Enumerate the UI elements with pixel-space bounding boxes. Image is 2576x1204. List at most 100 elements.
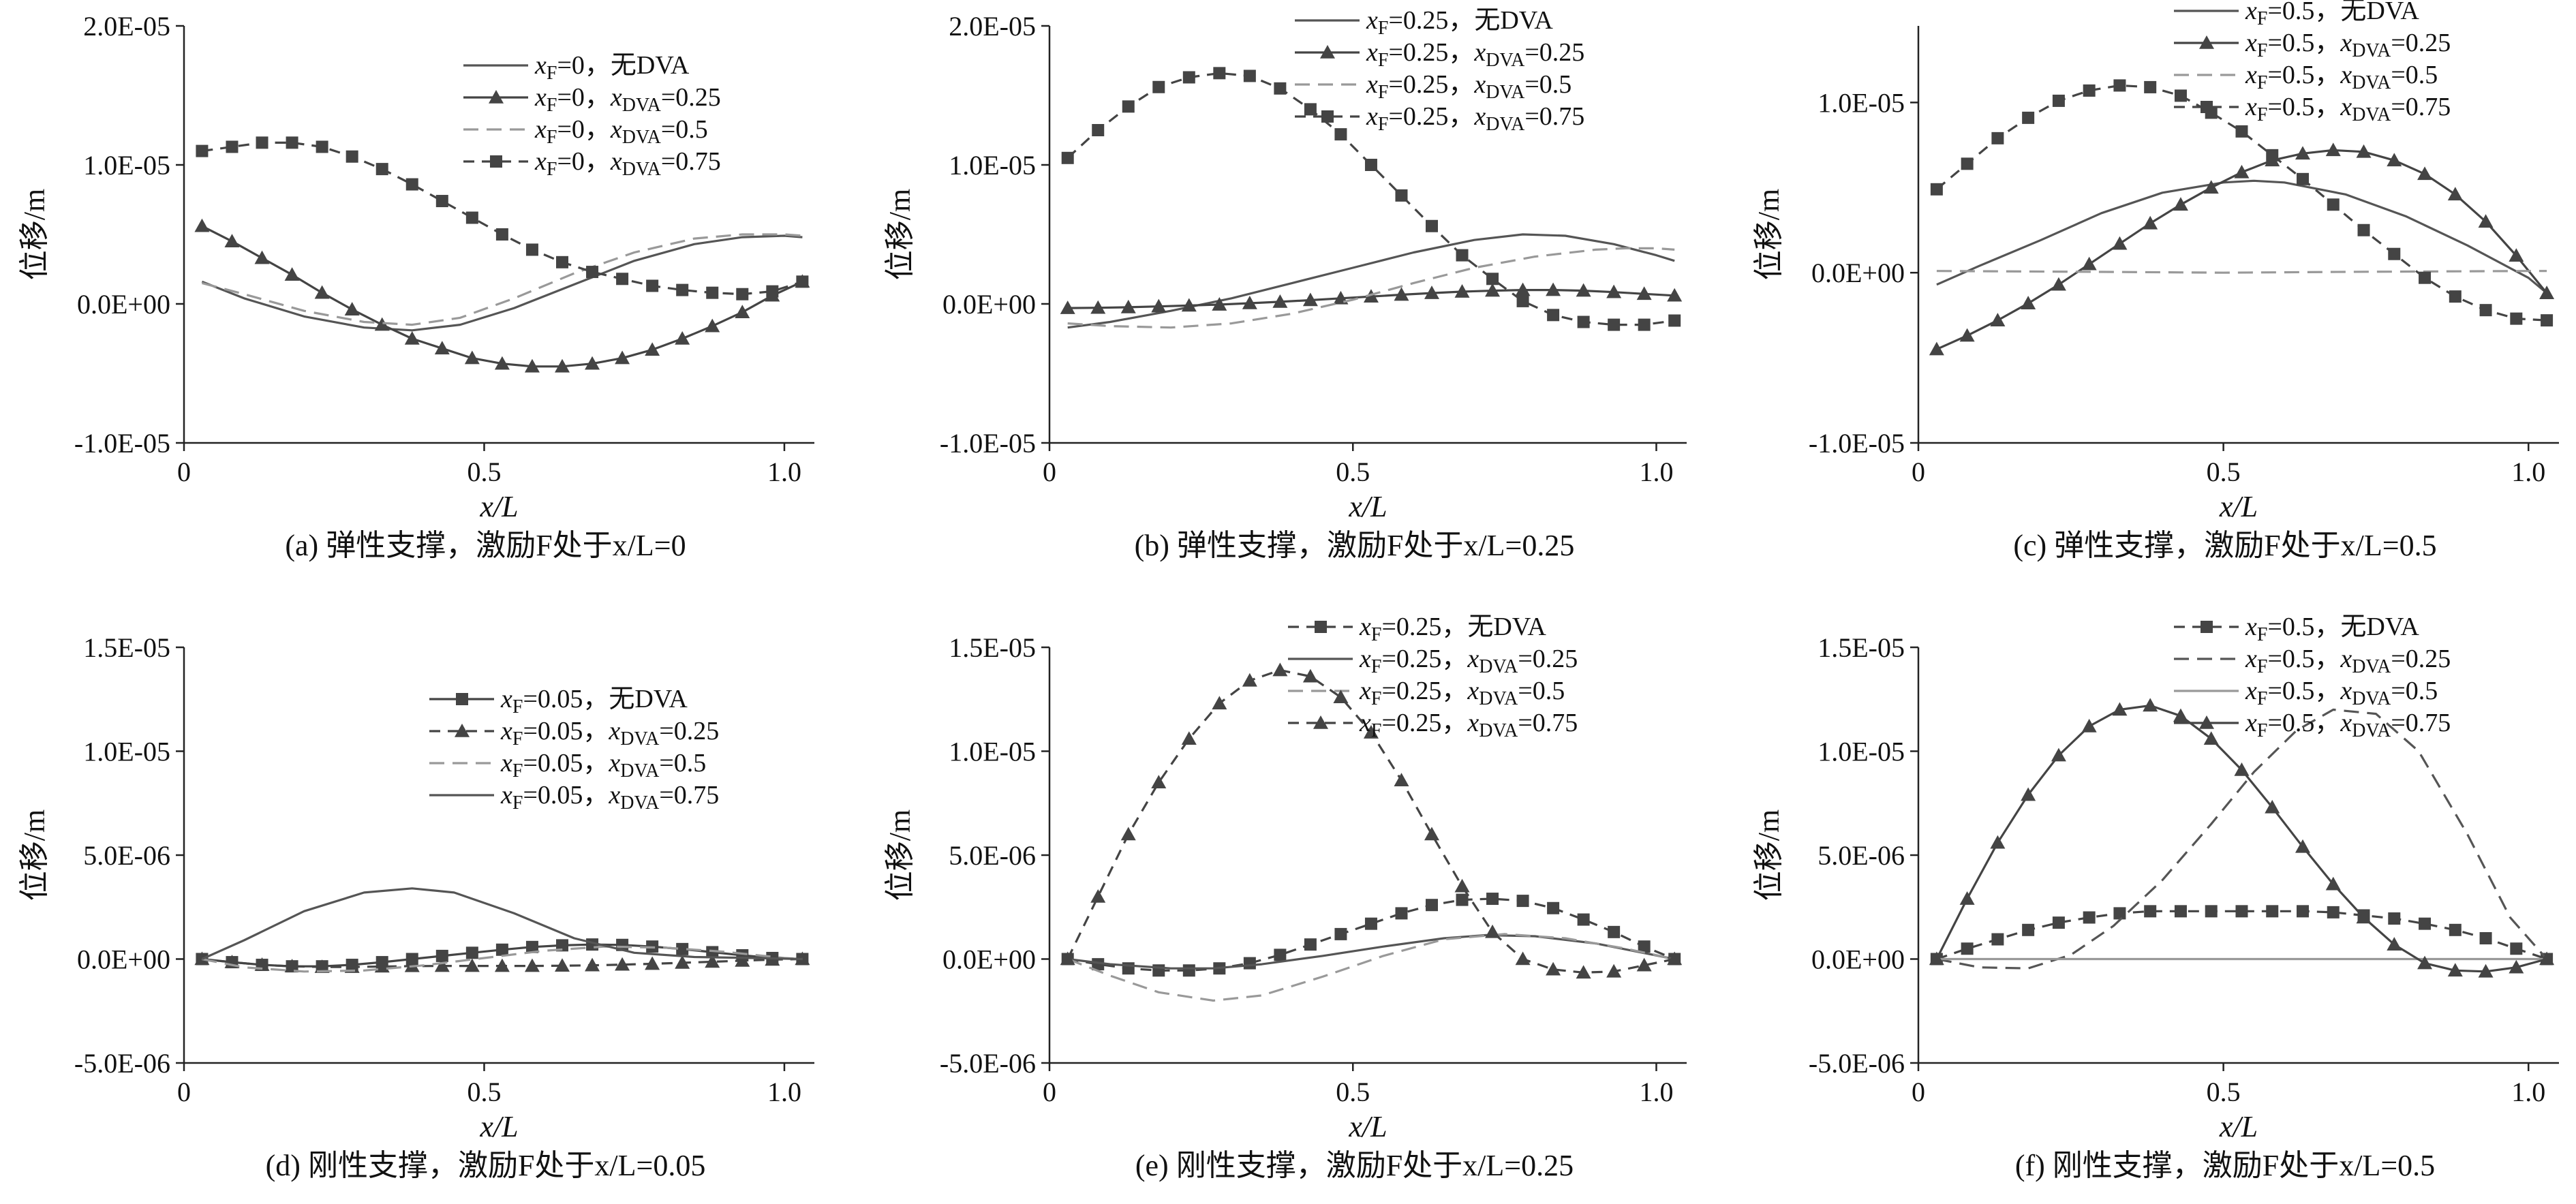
x-tick-label: 0.5 [2207,1077,2241,1107]
data-point-marker [2541,314,2554,327]
y-tick-label: -1.0E-05 [940,428,1036,459]
y-tick-label: 2.0E-05 [83,11,170,42]
data-point-marker [1151,775,1167,789]
y-axis-title: 位移/m [883,809,917,901]
legend-label: xF=0.5，无DVA [2245,613,2419,645]
data-point-marker [1546,961,1561,976]
data-point-marker [1182,71,1195,84]
x-tick-label: 1.0 [2511,457,2545,487]
data-point-marker [1576,965,1591,979]
x-tick-label: 1.0 [767,1077,801,1107]
data-point-marker [316,140,328,153]
data-point-marker [1424,827,1439,841]
y-tick-label: -5.0E-06 [74,1048,170,1079]
legend-item: xF=0，xDVA=0.5 [463,115,708,148]
data-point-marker [1242,673,1257,687]
data-point-marker [2297,172,2309,185]
series-line [1067,933,1675,970]
y-tick-label: 1.5E-05 [1818,632,1905,663]
legend-item: xF=0.5，xDVA=0.75 [2174,93,2451,125]
legend-label: xF=0，无DVA [534,51,690,84]
data-point-marker [1606,963,1622,978]
series-line [201,887,803,961]
data-point-marker [1426,219,1438,232]
y-tick-label: 1.0E-05 [1818,737,1905,767]
data-point-marker [1274,82,1287,95]
data-point-marker [1274,948,1287,961]
data-point-marker [1638,940,1651,953]
series-4 [1930,79,2554,327]
data-point-marker [1394,287,1409,301]
legend-item: xF=0.5，xDVA=0.75 [2174,709,2451,741]
legend-item: xF=0.25，xDVA=0.25 [1288,645,1578,677]
data-point-marker [525,243,538,256]
data-point-marker [256,136,269,149]
data-point-marker [2357,223,2370,236]
series-1 [1067,233,1675,329]
data-point-marker [194,218,210,232]
y-axis-title: 位移/m [18,189,51,280]
legend-label: xF=0.5，xDVA=0.75 [2245,709,2451,741]
data-point-marker [1515,951,1531,966]
data-point-marker [1213,67,1226,80]
series-line [201,234,803,332]
data-point-marker [1577,913,1590,926]
legend-item: xF=0.05，xDVA=0.5 [429,749,706,782]
data-point-marker [1608,318,1621,331]
data-point-marker [2052,916,2065,929]
data-point-marker [524,958,540,972]
data-point-marker [2174,905,2187,918]
data-point-marker [2173,708,2188,722]
data-point-marker [2266,905,2279,918]
data-point-marker [344,302,360,315]
data-point-marker [1092,958,1105,971]
series-4 [1060,662,1683,979]
data-point-marker [434,341,450,355]
data-point-marker [405,178,418,191]
data-point-marker [2539,285,2555,299]
data-point-marker [1516,895,1529,908]
data-point-marker [2143,215,2158,230]
legend-swatch-marker [2199,35,2214,49]
legend-swatch-marker [2201,621,2213,633]
data-point-marker [1485,924,1501,938]
series-1 [1061,893,1681,977]
legend-label: xF=0.25，xDVA=0.25 [1359,645,1578,677]
data-point-marker [2052,94,2065,107]
data-point-marker [1122,100,1135,113]
legend-label: xF=0.25，xDVA=0.75 [1359,709,1578,741]
data-point-marker [2021,787,2036,801]
data-point-marker [2478,214,2494,228]
data-point-marker [2173,197,2188,211]
y-tick-label: 5.0E-06 [83,840,170,871]
series-line [202,945,803,973]
data-point-marker [2509,248,2524,262]
data-point-marker [2509,959,2524,974]
y-tick-label: 1.5E-05 [949,632,1036,663]
legend-label: xF=0.05，xDVA=0.75 [500,781,719,814]
data-point-marker [2022,111,2035,124]
data-point-marker [1485,283,1501,297]
data-point-marker [1991,933,2004,946]
data-point-marker [524,358,540,373]
data-point-marker [1454,284,1470,298]
series-2 [1929,142,2555,356]
data-point-marker [645,342,660,356]
data-point-marker [1334,927,1347,940]
x-axis-title: x/L [479,490,518,523]
legend-item: xF=0，无DVA [463,51,690,84]
chart-panel-f: -5.0E-06 0.0E+00 5.0E-06 1.0E-05 1.5E-05 0 0.5… [1752,613,2559,1182]
data-point-marker [1636,957,1652,972]
data-point-marker [1547,901,1560,914]
legend-swatch-marker [2201,101,2213,113]
y-axis-title: 位移/m [18,809,51,901]
panel-caption: (c) 弹性支撑，激励F处于x/L=0.5 [2013,529,2436,562]
legend-item: xF=0.25，xDVA=0.75 [1295,102,1584,135]
data-point-marker [735,953,750,967]
data-point-marker [585,356,600,370]
legend-item: xF=0.25，无DVA [1288,613,1546,645]
legend-item: xF=0，xDVA=0.75 [463,147,721,180]
legend-item: xF=0.25，xDVA=0.5 [1288,677,1565,709]
data-point-marker [1061,151,1074,164]
y-axis-title: 位移/m [1752,809,1785,901]
